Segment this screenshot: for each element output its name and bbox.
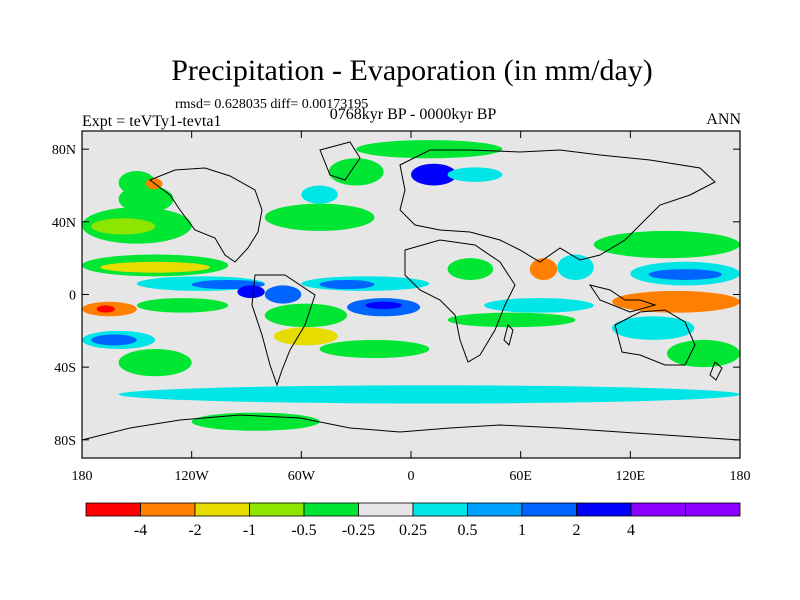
colorbar-box [303, 502, 359, 517]
x-tick-label: 180 [72, 469, 93, 484]
region-io-eq-cyan [484, 298, 594, 313]
colorbar-box [194, 502, 250, 517]
colorbar-label: -2 [188, 522, 201, 539]
colorbar-box [358, 502, 414, 517]
x-tick-label: 180 [730, 469, 751, 484]
colorbar-box [467, 502, 523, 517]
colorbar-label: -4 [134, 522, 147, 539]
coast-antarctica [81, 414, 741, 441]
colorbar-box [685, 502, 741, 517]
coast-madagascar [503, 324, 514, 346]
region-australia-cyan [612, 316, 695, 340]
map-panel: 180 120W 60W 0 60E 120E 180 80N 40N 0 40S 80S [52, 130, 751, 484]
x-tick-label: 120E [616, 469, 646, 484]
region-africa-green [447, 258, 494, 280]
y-axis: 80N 40N 0 40S 80S [52, 143, 740, 449]
region-pacific-itcz-yellow [100, 261, 210, 273]
colorbar-box [630, 502, 686, 517]
region-arctic-green [356, 140, 503, 159]
colorbar-label: -1 [243, 522, 256, 539]
region-nw-pacific-green [593, 230, 741, 259]
period-label: 0768kyr BP - 0000kyr BP [330, 106, 497, 123]
region-atl-sub-yellow [273, 327, 338, 346]
region-n-atl-green [264, 203, 375, 231]
region-europe-cyan [447, 167, 503, 182]
colorbar-label: 2 [573, 522, 581, 539]
region-southern-ocean-cyan [118, 385, 740, 404]
chart-title: Precipitation - Evaporation (in mm/day) [171, 54, 653, 87]
colorbar: -4 -2 -1 -0.5 -0.25 0.25 0.5 1 2 4 [85, 502, 741, 539]
region-spcz-green [136, 298, 229, 313]
colorbar-box [85, 502, 141, 517]
region-s-atl-green [319, 339, 430, 359]
field-regions [82, 140, 741, 431]
region-europe-blue [411, 163, 457, 186]
stats-label: rmsd= 0.628035 diff= 0.00173195 [175, 97, 368, 112]
coast-north-america [148, 167, 263, 263]
x-tick-label: 0 [408, 469, 415, 484]
coast-australia [614, 309, 696, 366]
x-axis: 180 120W 60W 0 60E 120E 180 [72, 131, 751, 484]
expt-label: Expt = teVTy1-tevta1 [82, 113, 221, 130]
coast-africa [404, 239, 516, 363]
colorbar-label: 0.25 [399, 522, 427, 539]
region-bay-bengal-cyan [557, 254, 594, 280]
y-tick-label: 40S [54, 361, 76, 376]
x-tick-label: 120W [175, 469, 210, 484]
region-se-pacific-red [96, 305, 115, 313]
coast-indonesia [588, 284, 657, 313]
colorbar-label: 1 [518, 522, 526, 539]
colorbar-box [412, 502, 468, 517]
region-atl-eq-dark [365, 301, 402, 310]
region-io-green [447, 312, 576, 328]
y-tick-label: 0 [69, 289, 76, 304]
region-india-orange [529, 258, 558, 280]
region-austral-green [666, 339, 740, 368]
colorbar-box [576, 502, 632, 517]
region-n-pacific-inner [91, 218, 156, 235]
region-atl-itcz-blue [319, 279, 375, 290]
colorbar-box [249, 502, 305, 517]
coast-south-america [251, 274, 316, 387]
colorbar-box [140, 502, 196, 517]
x-tick-label: 60E [509, 469, 532, 484]
x-tick-label: 60W [288, 469, 316, 484]
region-w-pacific-blue [648, 269, 722, 280]
region-maritime-orange [612, 290, 740, 313]
coast-new-zealand [709, 361, 723, 381]
colorbar-label: -0.25 [342, 522, 375, 539]
region-s-pacific-blue [91, 334, 137, 346]
coast-greenland [319, 141, 361, 181]
colorbar-label: -0.5 [291, 522, 316, 539]
colorbar-label: 4 [627, 522, 635, 539]
region-alaska-green [118, 170, 156, 195]
y-tick-label: 80S [54, 434, 76, 449]
season-label: ANN [706, 111, 741, 128]
y-tick-label: 80N [52, 143, 76, 158]
colorbar-box [521, 502, 577, 517]
region-greenland-green [328, 158, 384, 186]
region-s-pacific-green [118, 349, 192, 377]
colorbar-label: 0.5 [458, 522, 478, 539]
coast-europe-asia [399, 149, 716, 263]
region-amazon-blue [264, 285, 302, 304]
region-amazon-green [264, 303, 348, 328]
y-tick-label: 40N [52, 216, 76, 231]
region-n-atl-cyan [301, 185, 338, 204]
coastlines [81, 141, 741, 441]
region-e-pacific-blue [237, 285, 265, 299]
